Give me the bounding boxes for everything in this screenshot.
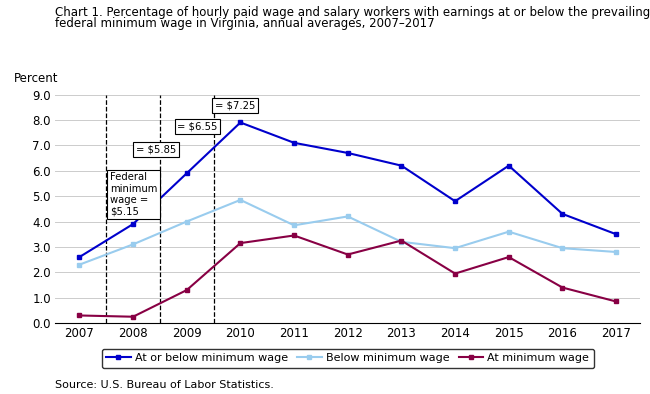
At or below minimum wage [237,120,244,125]
Text: = $7.25: = $7.25 [214,101,255,111]
Below minimum wage [129,242,137,247]
Below minimum wage [75,262,83,267]
Below minimum wage [612,250,620,255]
At minimum wage [398,238,406,243]
Text: Percent: Percent [14,72,58,85]
Below minimum wage [558,246,566,251]
Text: Federal
minimum
wage =
$5.15: Federal minimum wage = $5.15 [110,172,157,217]
At or below minimum wage [129,222,137,227]
Below minimum wage [451,246,459,251]
At or below minimum wage [505,163,513,168]
At minimum wage [558,285,566,290]
At minimum wage [290,233,298,238]
At or below minimum wage [290,140,298,145]
Below minimum wage [344,214,352,219]
Below minimum wage [237,197,244,202]
At minimum wage [344,252,352,257]
At or below minimum wage [344,151,352,155]
At or below minimum wage [75,255,83,259]
At minimum wage [612,299,620,304]
Below minimum wage [183,219,190,224]
Below minimum wage [290,223,298,228]
At minimum wage [75,313,83,318]
Below minimum wage [398,240,406,244]
Text: Source: U.S. Bureau of Labor Statistics.: Source: U.S. Bureau of Labor Statistics. [55,380,274,390]
At or below minimum wage [612,232,620,236]
Legend: At or below minimum wage, Below minimum wage, At minimum wage: At or below minimum wage, Below minimum … [102,349,593,368]
At or below minimum wage [451,199,459,204]
At minimum wage [237,241,244,245]
Text: = $6.55: = $6.55 [177,121,218,131]
Below minimum wage [505,229,513,234]
Line: At or below minimum wage: At or below minimum wage [77,120,619,260]
At or below minimum wage [558,212,566,216]
At minimum wage [183,288,190,292]
At or below minimum wage [183,171,190,176]
At minimum wage [129,314,137,319]
Text: federal minimum wage in Virginia, annual averages, 2007–2017: federal minimum wage in Virginia, annual… [55,17,435,30]
Text: Chart 1. Percentage of hourly paid wage and salary workers with earnings at or b: Chart 1. Percentage of hourly paid wage … [55,6,650,19]
Line: At minimum wage: At minimum wage [77,233,619,319]
Line: Below minimum wage: Below minimum wage [77,197,619,267]
At minimum wage [451,271,459,276]
At or below minimum wage [398,163,406,168]
At minimum wage [505,255,513,259]
Text: = $5.85: = $5.85 [136,144,176,154]
